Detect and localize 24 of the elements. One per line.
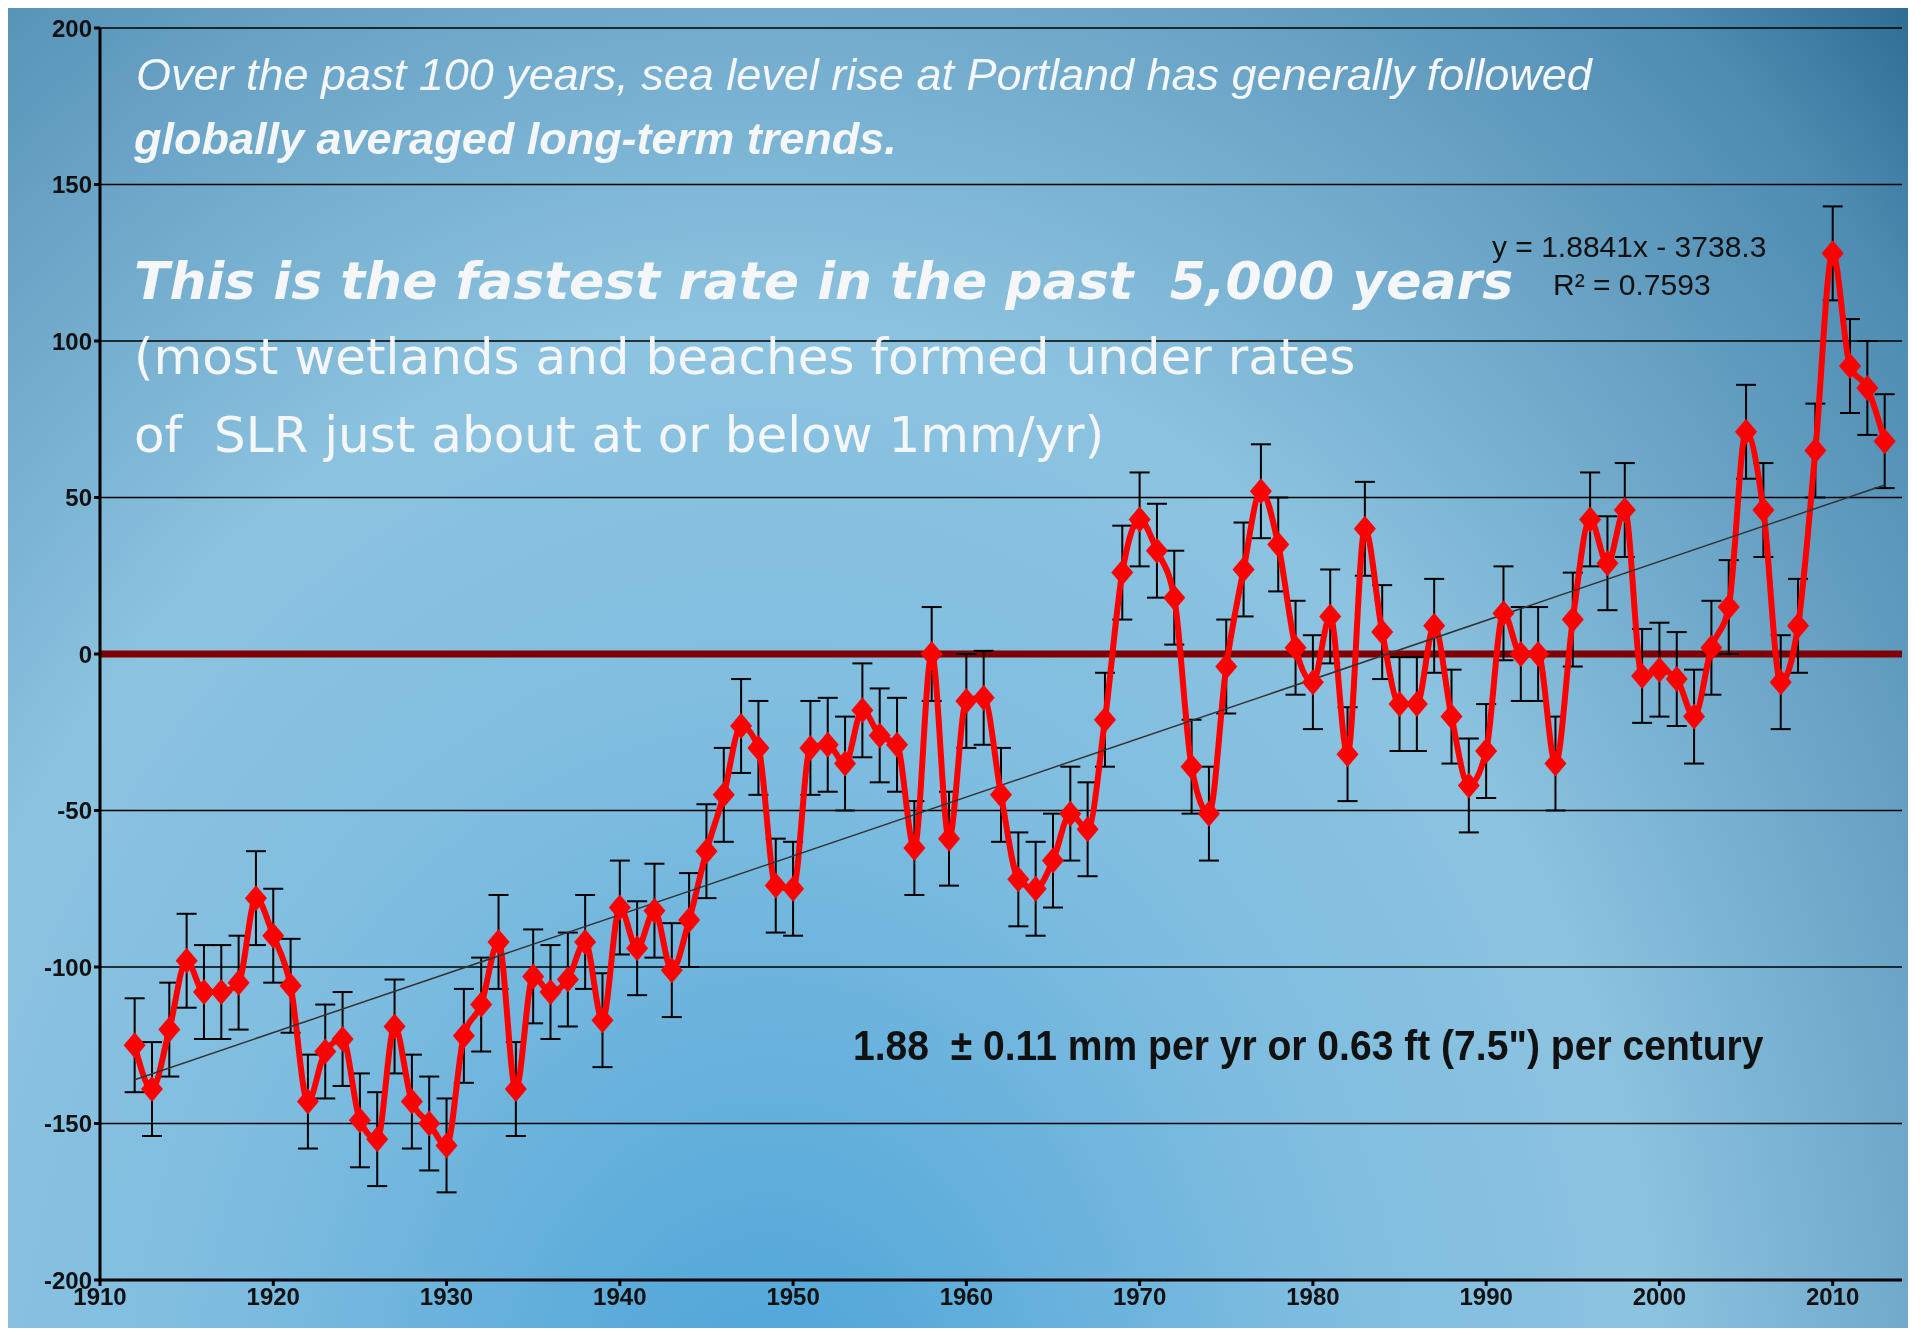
x-tick-label: 1930 [419,1283,474,1311]
x-tick-label: 1990 [1459,1283,1513,1311]
y-tick-label: 200 [51,14,92,42]
y-tick-label: -100 [43,953,92,981]
x-tick-label: 1960 [939,1283,994,1311]
annotation: 1.88 ± 0.11 mm per yr or 0.63 ft (7.5") per century [853,1022,1764,1070]
x-tick-label: 1980 [1286,1283,1340,1311]
y-tick-label: -50 [57,797,92,825]
y-tick-label: 0 [78,640,92,668]
annotation: of SLR just about at or below 1mm/yr) [134,406,1105,464]
x-tick-label: 1940 [593,1283,647,1311]
x-tick-label: 1920 [246,1283,300,1311]
y-tick-label: 150 [51,171,92,199]
annotation: Over the past 100 years, sea level rise at Portland has generally followed [136,49,1592,100]
annotation: globally averaged long-term trends. [134,113,897,164]
annotation: (most wetlands and beaches formed under rates [134,328,1356,386]
y-tick-label: -150 [43,1110,92,1138]
x-tick-label: 2010 [1806,1283,1860,1311]
y-tick-label: 100 [51,327,92,355]
y-tick-label: 50 [65,484,92,512]
x-tick-label: 1970 [1112,1283,1167,1311]
x-tick-label: 1950 [766,1283,820,1311]
annotation: R² = 0.7593 [1553,268,1711,301]
x-tick-label: 2000 [1632,1283,1687,1311]
